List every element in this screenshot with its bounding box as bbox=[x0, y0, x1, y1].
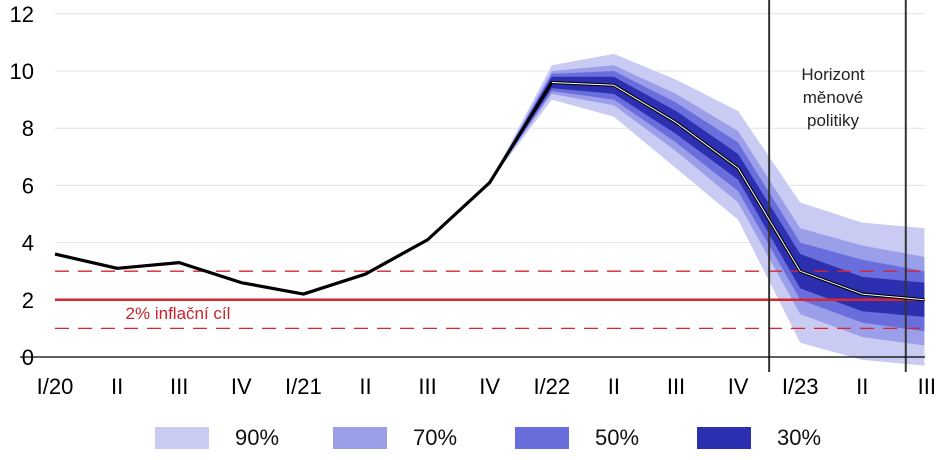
x-tick-label-11: IV bbox=[728, 374, 749, 399]
x-tick-label-4: I/21 bbox=[285, 374, 322, 399]
x-tick-label-1: II bbox=[111, 374, 123, 399]
horizon-label-line-1: měnové bbox=[803, 88, 863, 107]
x-tick-label-13: II bbox=[856, 374, 868, 399]
y-tick-label-4: 4 bbox=[22, 231, 34, 256]
legend-label: 70% bbox=[413, 425, 458, 450]
legend-swatch bbox=[515, 427, 569, 449]
x-tick-label-0: I/20 bbox=[37, 374, 74, 399]
y-tick-label-6: 6 bbox=[22, 173, 34, 198]
fan-band-30 bbox=[489, 76, 925, 317]
legend-label: 50% bbox=[595, 425, 640, 450]
target-label: 2% inflační cíl bbox=[126, 304, 231, 323]
horizon-label-line-0: Horizont bbox=[801, 65, 865, 84]
x-tick-label-6: III bbox=[418, 374, 436, 399]
legend-swatch bbox=[155, 427, 209, 449]
x-tick-label-8: I/22 bbox=[533, 374, 570, 399]
inflation-line bbox=[54, 80, 925, 302]
x-tick-label-2: III bbox=[170, 374, 188, 399]
x-tick-label-10: III bbox=[667, 374, 685, 399]
policy-horizon: Horizont měnové politiky bbox=[768, 0, 907, 372]
legend-item-90: 90% bbox=[155, 420, 279, 456]
horizon-label-line-2: politiky bbox=[807, 111, 859, 130]
legend-swatch bbox=[697, 427, 751, 449]
y-tick-label-10: 10 bbox=[10, 59, 34, 84]
legend: 90% 70% 50% 30% bbox=[0, 420, 941, 456]
x-tick-label-5: II bbox=[359, 374, 371, 399]
x-tick-label-7: IV bbox=[479, 374, 500, 399]
legend-item-70: 70% bbox=[333, 420, 457, 456]
x-tick-label-3: IV bbox=[231, 374, 252, 399]
y-tick-label-12: 12 bbox=[10, 2, 34, 27]
legend-item-30: 30% bbox=[697, 420, 821, 456]
forecast-highlight-line bbox=[551, 81, 925, 301]
legend-label: 30% bbox=[777, 425, 822, 450]
x-tick-label-9: II bbox=[608, 374, 620, 399]
y-tick-label-2: 2 bbox=[22, 288, 34, 313]
legend-swatch bbox=[333, 427, 387, 449]
y-tick-label-8: 8 bbox=[22, 116, 34, 141]
legend-label: 90% bbox=[235, 425, 280, 450]
x-tick-label-14: III bbox=[918, 374, 936, 399]
legend-item-50: 50% bbox=[515, 420, 639, 456]
inflation-target: 2% inflační cíl bbox=[55, 270, 925, 330]
x-tick-label-12: I/23 bbox=[782, 374, 819, 399]
